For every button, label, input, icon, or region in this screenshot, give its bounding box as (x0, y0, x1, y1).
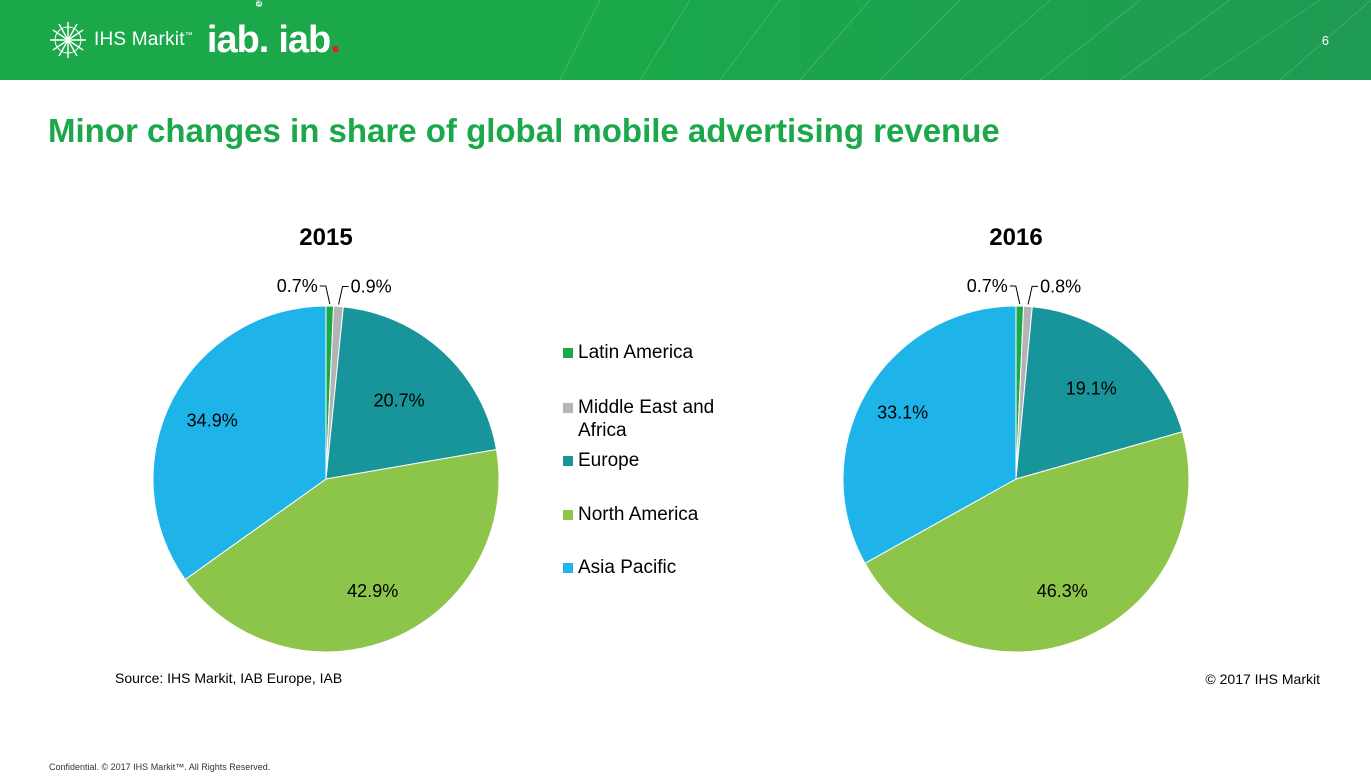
legend-item-north-america: North America (563, 503, 738, 526)
data-label-asia-pacific: 34.9% (187, 410, 238, 430)
leader-line (338, 286, 349, 305)
data-label-europe: 20.7% (374, 391, 425, 411)
data-label-middle-east-and-africa: 0.8% (1040, 276, 1081, 296)
pie-slice-asia-pacific (842, 305, 1017, 564)
pie-slice-north-america (864, 431, 1190, 653)
chart-title: 2015 (299, 224, 352, 251)
pie-slice-asia-pacific (152, 305, 327, 581)
iab-europe-logo: iab. europe (207, 0, 269, 59)
legend-swatch (563, 456, 573, 466)
legend-item-middle-east-africa: Middle East and Africa (563, 396, 738, 442)
data-label-north-america: 46.3% (1037, 581, 1088, 601)
data-label-asia-pacific: 33.1% (877, 402, 928, 422)
header-bar: IHS Markit™ iab. europe iab. 6 (0, 0, 1371, 80)
leader-line (1009, 285, 1021, 305)
page-number: 6 (1321, 33, 1329, 48)
brand-logos: IHS Markit™ iab. europe iab. (48, 0, 341, 62)
legend-item-latin-america: Latin America (563, 341, 738, 364)
data-label-latin-america: 0.7% (277, 276, 318, 296)
page-title: Minor changes in share of global mobile … (48, 112, 1000, 149)
legend-item-asia-pacific: Asia Pacific (563, 556, 738, 579)
legend-swatch (563, 510, 573, 520)
header-decoration (559, 0, 1371, 80)
legend-swatch (563, 348, 573, 358)
legend-item-europe: Europe (563, 449, 738, 472)
copyright-note: © 2017 IHS Markit (1205, 671, 1320, 687)
chart-title: 2016 (989, 224, 1042, 251)
leader-line (319, 285, 331, 305)
legend-swatch (563, 403, 573, 413)
iab-europe-label: europe (253, 0, 265, 7)
pie-slice-europe (1015, 306, 1184, 480)
data-label-europe: 19.1% (1066, 379, 1117, 399)
pie-chart-2016: 2016 0.7% 0.8% 19.1% 46.3% 33.1% (842, 224, 1190, 653)
ihs-markit-wordmark: IHS Markit™ (94, 29, 193, 50)
data-label-latin-america: 0.7% (967, 276, 1008, 296)
data-label-north-america: 42.9% (347, 581, 398, 601)
pie-slice-north-america (184, 448, 500, 653)
confidential-footer: Confidential. © 2017 IHS Markit™. All Ri… (49, 762, 271, 772)
source-note: Source: IHS Markit, IAB Europe, IAB (115, 670, 343, 686)
ihs-markit-logo-icon (50, 22, 86, 58)
data-label-middle-east-and-africa: 0.9% (351, 277, 392, 297)
legend-swatch (563, 563, 573, 573)
pie-chart-2015: 2015 0.7% 0.9% 20.7% 42.9% 34.9% (152, 224, 500, 653)
iab-logo: iab. (278, 19, 340, 61)
pie-slice-europe (325, 306, 498, 480)
leader-line (1027, 285, 1039, 305)
